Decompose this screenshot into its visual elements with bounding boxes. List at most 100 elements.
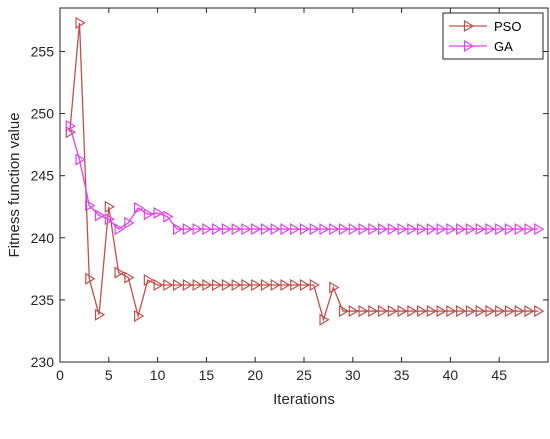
- data-point-pso: [368, 305, 379, 318]
- data-point-pso: [202, 278, 213, 292]
- series-pso: [65, 16, 545, 326]
- x-tick-label: 35: [394, 367, 410, 383]
- x-axis-title: Iterations: [273, 391, 335, 408]
- data-point-ga: [514, 223, 525, 236]
- data-point-pso: [524, 305, 535, 318]
- data-point-ga: [504, 223, 516, 236]
- data-point-pso: [309, 278, 320, 292]
- plot-frame: [59, 7, 549, 363]
- data-point-pso: [329, 281, 340, 294]
- data-point-pso: [446, 305, 457, 318]
- x-tick-label: 10: [150, 367, 166, 383]
- data-point-pso: [114, 266, 125, 279]
- data-point-pso: [407, 305, 418, 318]
- data-point-pso: [124, 271, 135, 284]
- data-point-pso: [104, 200, 115, 213]
- x-tick-label: 5: [105, 367, 113, 383]
- y-tick-label: 230: [31, 354, 55, 370]
- data-point-pso: [465, 305, 477, 318]
- data-point-ga: [319, 223, 330, 236]
- series-layer: [65, 16, 545, 326]
- x-tick-label: 40: [443, 367, 459, 383]
- plot-area: [59, 7, 549, 363]
- data-point-ga: [387, 223, 399, 236]
- data-point-pso: [251, 278, 262, 292]
- data-point-ga: [241, 223, 252, 236]
- data-point-ga: [163, 210, 174, 223]
- data-point-ga: [397, 223, 408, 236]
- data-point-pso: [75, 16, 86, 29]
- data-point-pso: [485, 305, 496, 318]
- data-point-ga: [436, 223, 447, 236]
- data-point-ga: [358, 223, 369, 236]
- legend-label-ga: GA: [494, 39, 513, 54]
- data-point-ga: [475, 223, 486, 236]
- data-point-ga: [524, 223, 535, 236]
- data-point-pso: [397, 305, 408, 318]
- data-point-ga: [368, 223, 379, 236]
- data-point-pso: [270, 278, 281, 292]
- data-point-pso: [163, 278, 174, 292]
- data-point-ga: [173, 223, 184, 236]
- data-point-ga: [534, 223, 545, 236]
- data-point-pso: [377, 305, 389, 318]
- data-point-ga: [485, 223, 496, 236]
- data-point-pso: [182, 278, 194, 292]
- series-line-pso: [69, 22, 539, 323]
- data-point-ga: [192, 223, 203, 236]
- y-axis-title: Fitness function value: [6, 112, 23, 257]
- data-point-ga: [212, 223, 223, 236]
- data-point-ga: [446, 223, 457, 236]
- data-point-pso: [299, 278, 311, 292]
- data-point-ga: [270, 223, 281, 236]
- data-point-ga: [299, 223, 311, 236]
- data-point-ga: [260, 223, 272, 236]
- data-point-pso: [436, 305, 447, 318]
- data-point-ga: [124, 216, 135, 229]
- data-point-ga: [251, 223, 262, 236]
- data-point-ga: [85, 199, 96, 212]
- series-ga: [65, 119, 545, 236]
- data-point-ga: [290, 223, 301, 236]
- data-point-ga: [377, 223, 389, 236]
- data-point-ga: [426, 223, 438, 236]
- legend-item-pso: PSO: [449, 19, 521, 34]
- data-point-ga: [153, 206, 164, 219]
- x-tick-label: 0: [56, 367, 64, 383]
- legend-box: [442, 12, 544, 60]
- data-point-ga: [338, 223, 350, 236]
- data-point-ga: [65, 119, 76, 133]
- data-point-ga: [407, 223, 418, 236]
- data-point-pso: [290, 278, 301, 292]
- data-point-ga: [309, 223, 320, 236]
- y-tick-label: 235: [31, 292, 55, 308]
- data-point-pso: [192, 278, 203, 292]
- data-point-pso: [85, 272, 96, 285]
- data-point-pso: [387, 305, 399, 318]
- legend-items: PSO GA: [449, 19, 521, 54]
- data-point-ga: [202, 223, 213, 236]
- data-point-ga: [231, 223, 242, 236]
- data-point-ga: [417, 223, 428, 236]
- y-tick-label: 240: [31, 230, 55, 246]
- data-point-pso: [358, 305, 369, 318]
- data-point-ga: [465, 223, 477, 236]
- data-point-pso: [173, 278, 184, 292]
- legend: PSO GA: [442, 12, 544, 60]
- data-point-ga: [348, 223, 359, 236]
- data-point-ga: [221, 223, 233, 236]
- data-point-ga: [143, 208, 155, 221]
- data-point-pso: [456, 305, 467, 318]
- y-tick-label: 250: [31, 106, 55, 122]
- legend-swatch-marker: [463, 39, 475, 53]
- data-point-ga: [280, 223, 291, 236]
- data-point-pso: [426, 305, 438, 318]
- data-point-pso: [133, 309, 145, 323]
- x-tick-label: 20: [247, 367, 263, 383]
- data-point-ga: [133, 201, 145, 215]
- x-tick-label: 30: [345, 367, 361, 383]
- data-point-pso: [514, 305, 525, 318]
- data-point-pso: [94, 308, 106, 321]
- data-point-pso: [348, 305, 359, 318]
- data-point-pso: [153, 278, 164, 292]
